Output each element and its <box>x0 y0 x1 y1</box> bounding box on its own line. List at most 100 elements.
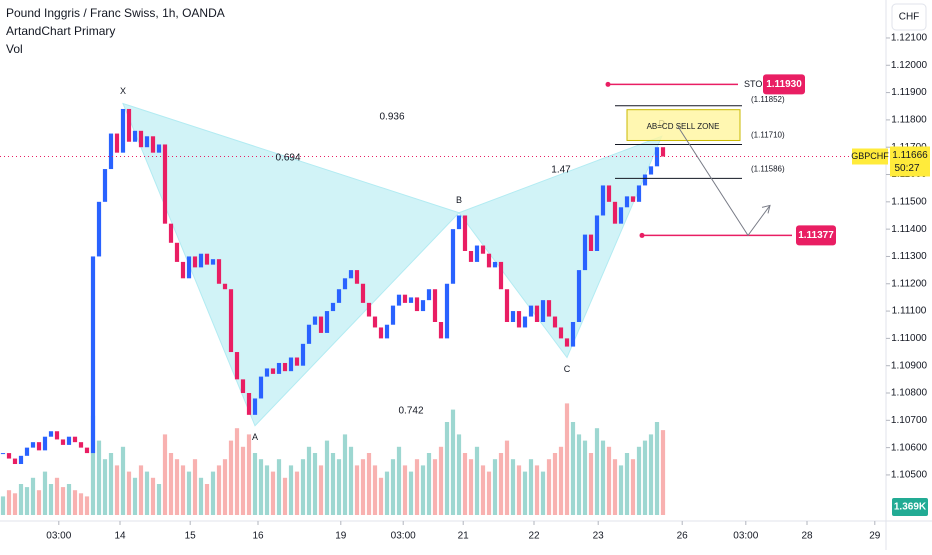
candle <box>276 362 282 374</box>
volume-bar <box>510 459 516 515</box>
candle <box>210 259 216 265</box>
candle <box>60 439 66 445</box>
volume-bar <box>174 459 180 515</box>
volume-bar <box>516 465 522 515</box>
volume-bar <box>144 471 150 515</box>
volume-bar <box>186 471 192 515</box>
indicator-name: ArtandChart Primary <box>6 24 115 38</box>
candle <box>492 261 498 268</box>
zone-bottom-label: (1.11710) <box>751 131 785 140</box>
candle <box>324 311 330 333</box>
candle <box>258 376 264 399</box>
candle <box>498 261 504 290</box>
volume-bar <box>402 465 408 515</box>
volume-bar <box>654 422 660 515</box>
candle <box>0 453 6 455</box>
candle <box>150 136 156 153</box>
candle <box>288 357 294 372</box>
entry-line-label: (1.11586) <box>751 164 785 173</box>
candle <box>126 108 132 142</box>
y-tick-label: 1.12000 <box>891 60 928 71</box>
candle <box>390 305 396 325</box>
volume-bar <box>546 459 552 515</box>
price-tag <box>890 146 930 177</box>
volume-bar <box>0 496 6 515</box>
candle <box>72 436 78 443</box>
candle <box>90 256 96 454</box>
candle <box>24 447 30 456</box>
volume-bar <box>450 409 456 515</box>
candle <box>534 305 540 322</box>
candle <box>114 133 120 153</box>
currency[interactable]: CHF <box>899 12 920 23</box>
candle <box>18 455 24 465</box>
volume-bar <box>390 459 396 515</box>
volume-bar <box>606 446 612 515</box>
chart-title: Pound Inggris / Franc Swiss, 1h, OANDA <box>6 6 225 20</box>
candle <box>138 130 144 148</box>
volume-bar <box>216 465 222 515</box>
candle <box>270 368 276 374</box>
volume-bar <box>372 465 378 515</box>
volume-bar <box>138 465 144 515</box>
candle <box>186 256 192 279</box>
candle <box>36 442 42 451</box>
volume-bar <box>468 459 474 515</box>
candle <box>348 270 354 279</box>
candle <box>168 223 174 243</box>
volume-bar <box>348 446 354 515</box>
candle <box>336 289 342 303</box>
candle <box>516 311 522 328</box>
candle <box>30 442 36 448</box>
volume-bar <box>552 453 558 515</box>
volume-bar <box>36 490 42 515</box>
candle <box>372 316 378 328</box>
volume-bar <box>378 477 384 515</box>
volume-bar <box>354 465 360 515</box>
volume-bar <box>60 487 66 515</box>
candle <box>426 289 432 301</box>
candle <box>342 278 348 290</box>
volume-bar <box>48 484 54 515</box>
candle-layer <box>0 108 666 465</box>
volume-bar <box>210 471 216 515</box>
volume-bar <box>540 471 546 515</box>
candle <box>330 302 336 312</box>
volume-bar <box>438 446 444 515</box>
candle <box>12 458 18 465</box>
volume-tag-text: 1.369K <box>894 502 927 513</box>
candle <box>222 283 228 290</box>
symbol-tag-text: GBPCHF <box>851 151 889 161</box>
candle <box>306 324 312 344</box>
volume-bar <box>156 484 162 515</box>
y-tick-label: 1.10600 <box>891 442 928 453</box>
candle <box>504 289 510 322</box>
volume-bar <box>6 490 12 515</box>
volume-bar <box>600 440 606 515</box>
candle <box>540 300 546 322</box>
candle <box>96 201 102 257</box>
volume-bar <box>366 453 372 515</box>
stop-dot <box>605 81 611 87</box>
volume-bar <box>180 465 186 515</box>
candle <box>198 253 204 268</box>
candle <box>282 362 288 372</box>
x-tick-label: 21 <box>458 531 470 542</box>
candle <box>474 245 480 262</box>
y-tick-label: 1.11500 <box>891 196 927 207</box>
ratio-label: 0.694 <box>275 153 300 164</box>
candle <box>660 147 666 157</box>
x-tick-label: 03:00 <box>46 531 71 542</box>
candle <box>204 253 210 265</box>
candle <box>234 352 240 380</box>
volume-bar <box>528 459 534 515</box>
candle <box>144 136 150 148</box>
currency-button[interactable] <box>891 3 927 31</box>
volume-bar <box>72 490 78 515</box>
volume-bar <box>624 453 630 515</box>
candle <box>318 316 324 333</box>
y-tick-label: 1.10700 <box>891 415 928 426</box>
candle <box>240 379 246 394</box>
